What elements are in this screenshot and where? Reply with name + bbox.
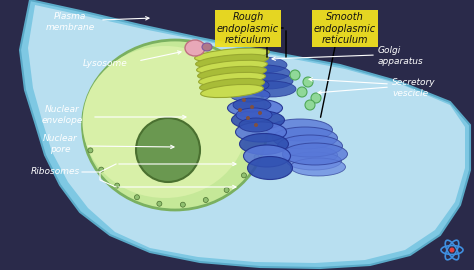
Circle shape <box>305 100 315 110</box>
Polygon shape <box>20 0 470 268</box>
Ellipse shape <box>200 78 264 92</box>
Text: Secretory
vescicle: Secretory vescicle <box>392 78 436 98</box>
Ellipse shape <box>82 40 267 210</box>
Circle shape <box>449 248 455 252</box>
Circle shape <box>180 202 185 207</box>
Text: Smooth
endoplasmic
reticulum: Smooth endoplasmic reticulum <box>314 12 376 45</box>
Circle shape <box>241 173 246 178</box>
Ellipse shape <box>286 152 341 170</box>
Circle shape <box>99 167 104 172</box>
Text: Lysosome: Lysosome <box>82 59 128 68</box>
Ellipse shape <box>244 145 291 167</box>
Ellipse shape <box>277 135 343 157</box>
Circle shape <box>135 195 139 200</box>
Ellipse shape <box>291 158 346 176</box>
Circle shape <box>311 93 321 103</box>
Circle shape <box>242 98 246 102</box>
Circle shape <box>297 87 307 97</box>
Ellipse shape <box>283 146 337 164</box>
Text: Nuclear
pore: Nuclear pore <box>43 134 77 154</box>
Ellipse shape <box>230 88 270 102</box>
Circle shape <box>252 88 256 92</box>
Circle shape <box>250 105 254 109</box>
Ellipse shape <box>236 122 286 142</box>
Circle shape <box>157 201 162 206</box>
Ellipse shape <box>228 99 283 117</box>
Ellipse shape <box>231 110 284 130</box>
Ellipse shape <box>247 157 292 180</box>
Ellipse shape <box>195 48 269 62</box>
Circle shape <box>258 111 262 115</box>
Circle shape <box>88 148 93 153</box>
Ellipse shape <box>82 46 247 198</box>
Ellipse shape <box>196 54 268 68</box>
Text: Plasma
membrane: Plasma membrane <box>46 12 95 32</box>
Ellipse shape <box>267 119 332 141</box>
Ellipse shape <box>197 60 267 74</box>
Circle shape <box>254 155 259 160</box>
Ellipse shape <box>202 43 212 51</box>
Text: Nuclear
envelope: Nuclear envelope <box>41 105 82 125</box>
Circle shape <box>290 70 300 80</box>
Ellipse shape <box>236 108 272 122</box>
Ellipse shape <box>237 57 287 73</box>
Ellipse shape <box>201 85 264 97</box>
Circle shape <box>303 77 313 87</box>
Ellipse shape <box>227 78 269 92</box>
Ellipse shape <box>199 72 265 86</box>
Circle shape <box>254 123 258 127</box>
Ellipse shape <box>239 133 289 154</box>
Ellipse shape <box>233 98 271 112</box>
Circle shape <box>238 108 242 112</box>
Text: Rough
endoplasmic
reticulum: Rough endoplasmic reticulum <box>217 12 279 45</box>
Ellipse shape <box>243 73 293 89</box>
Ellipse shape <box>246 81 296 97</box>
Polygon shape <box>28 5 465 263</box>
Circle shape <box>203 197 208 202</box>
Circle shape <box>136 118 200 182</box>
Ellipse shape <box>273 127 337 149</box>
Ellipse shape <box>185 40 205 56</box>
Circle shape <box>244 83 248 87</box>
Text: Ribosomes: Ribosomes <box>30 167 80 177</box>
Ellipse shape <box>283 143 347 165</box>
Ellipse shape <box>240 65 290 81</box>
Circle shape <box>224 187 229 193</box>
Ellipse shape <box>239 118 273 132</box>
Circle shape <box>115 183 119 188</box>
Text: Golgi
apparatus: Golgi apparatus <box>378 46 424 66</box>
Circle shape <box>236 90 240 94</box>
Ellipse shape <box>198 66 266 80</box>
Circle shape <box>246 116 250 120</box>
